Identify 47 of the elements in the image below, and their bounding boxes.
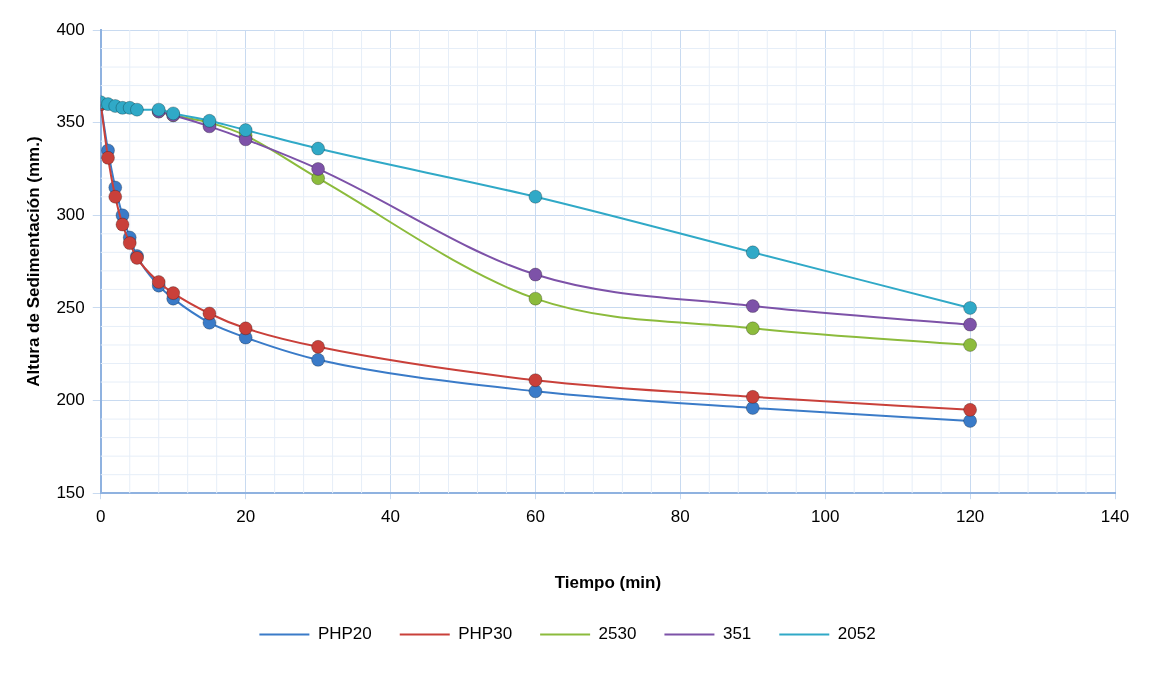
x-tick-label: 60 [525,507,545,527]
legend-label: PHP30 [458,624,513,644]
point [238,123,253,138]
point [528,189,543,204]
point [166,286,181,301]
point [528,291,543,306]
legend-label: 2530 [598,624,637,644]
point [238,321,253,336]
point [963,337,978,352]
legend-label: PHP20 [317,624,372,644]
point [528,373,543,388]
point [115,217,130,232]
x-tick-label: 120 [955,507,985,527]
x-tick-label: 20 [236,507,256,527]
point [122,236,137,251]
point [129,102,144,117]
point [745,245,760,260]
legend-label: 2052 [837,624,876,644]
y-tick-label: 400 [56,19,85,39]
point [101,150,116,165]
point [745,321,760,336]
y-tick-label: 300 [56,204,85,224]
point [745,389,760,404]
y-axis-title: Altura de Sedimentación (mm.) [23,136,43,387]
point [311,161,326,176]
point [745,299,760,314]
y-tick-label: 150 [56,482,85,502]
point [151,274,166,289]
point [311,352,326,367]
x-tick-label: 80 [670,507,690,527]
y-tick-label: 200 [56,390,85,410]
x-axis-title: Tiempo (min) [554,573,662,593]
point [963,402,978,417]
point [528,267,543,282]
y-tick-label: 350 [56,112,85,132]
point [311,339,326,354]
y-tick-label: 250 [56,297,85,317]
point [108,189,123,204]
point [963,317,978,332]
x-tick-label: 0 [96,507,106,527]
legend-label: 351 [722,624,752,644]
point [202,306,217,321]
x-tick-label: 40 [381,507,401,527]
x-tick-label: 140 [1100,507,1130,527]
point [963,300,978,315]
x-tick-label: 100 [811,507,840,527]
point [311,141,326,156]
